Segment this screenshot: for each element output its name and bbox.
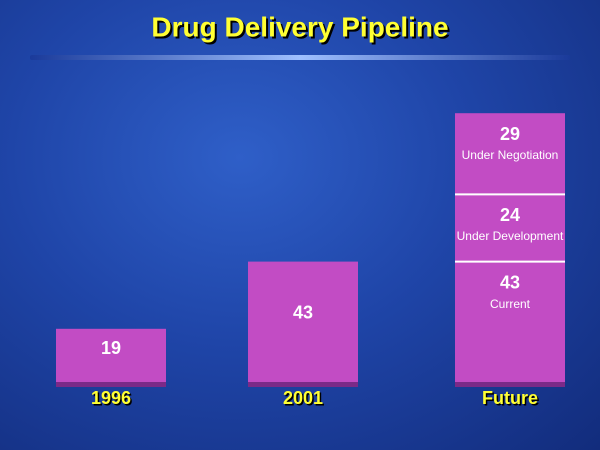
value-label: 43 [293, 303, 313, 323]
bar-segment [248, 261, 358, 382]
x-tick-label: 2001 [283, 388, 323, 408]
value-label: 24 [500, 205, 520, 225]
segment-name: Under Development [456, 229, 564, 244]
value-label: 19 [101, 338, 121, 358]
bar-base [248, 382, 358, 387]
bar-base [56, 382, 166, 387]
chart-title: Drug Delivery Pipeline [151, 11, 448, 42]
x-tick-label-shadow: 1996 [92, 389, 132, 409]
bar-base [455, 382, 565, 387]
segment-name: Current [489, 296, 530, 311]
x-tick-label: Future [482, 388, 538, 408]
bar-segment [56, 328, 166, 382]
value-label: 29 [500, 124, 520, 144]
bar-segment [455, 113, 565, 195]
segment-name: Under Negotiation [461, 148, 559, 163]
value-label: 43 [500, 272, 520, 292]
bar-segment [455, 194, 565, 262]
x-tick-label: 1996 [91, 388, 131, 408]
chart-title-shadow: Drug Delivery Pipeline [153, 13, 450, 44]
x-tick-label-shadow: Future [484, 389, 540, 409]
x-tick-label-shadow: 2001 [284, 389, 324, 409]
bar-segment [455, 261, 565, 382]
title-rule [30, 55, 570, 60]
